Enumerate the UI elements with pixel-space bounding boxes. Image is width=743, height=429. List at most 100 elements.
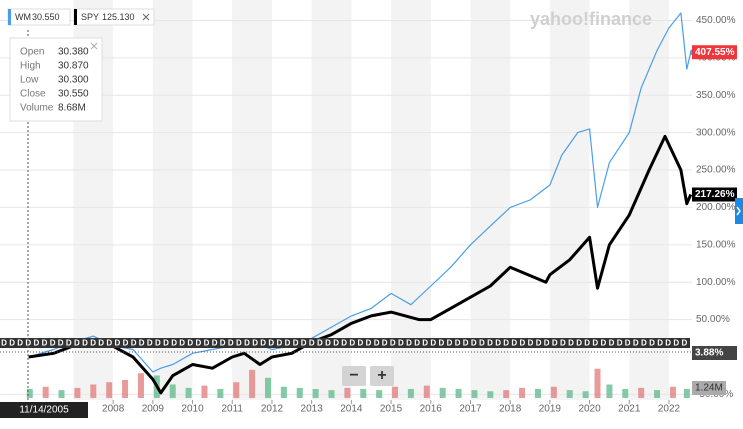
y-tick-label: 100.00% <box>696 277 736 288</box>
side-handle[interactable] <box>735 198 743 224</box>
volume-bar <box>328 390 335 398</box>
x-tick-label: 2021 <box>618 404 641 415</box>
volume-bar <box>312 389 319 398</box>
legend-close[interactable] <box>142 13 150 21</box>
dividend-marker: D <box>204 339 210 348</box>
dividend-marker: D <box>682 339 688 348</box>
volume-bar <box>106 382 113 398</box>
dividend-marker: D <box>220 339 226 348</box>
dividend-marker: D <box>601 339 607 348</box>
volume-bar <box>503 390 510 398</box>
x-tick-label: 2015 <box>380 404 403 415</box>
legend-price: 125.130 <box>102 12 135 22</box>
volume-bar <box>487 391 494 398</box>
tooltip-box <box>9 37 103 122</box>
y-tick-label: 200.00% <box>696 202 736 213</box>
dividend-marker: D <box>657 339 663 348</box>
dividend-marker: D <box>366 339 372 348</box>
dividend-marker: D <box>430 339 436 348</box>
zoom-button[interactable] <box>342 366 366 386</box>
year-band <box>549 0 590 400</box>
dividend-marker: D <box>511 339 517 348</box>
dividend-marker: D <box>171 339 177 348</box>
volume-bar <box>376 390 383 398</box>
dividend-marker: D <box>82 339 88 348</box>
volume-bar <box>122 380 129 398</box>
volume-bar <box>423 385 430 398</box>
dividend-marker: D <box>649 339 655 348</box>
indicator-tag <box>692 346 737 360</box>
dividend-marker: D <box>520 339 526 348</box>
volume-bar <box>439 387 446 398</box>
dividend-marker: D <box>1 339 7 348</box>
dividend-marker: D <box>544 339 550 348</box>
dividend-marker: D <box>439 339 445 348</box>
dividend-marker: D <box>301 339 307 348</box>
series-line <box>28 134 693 395</box>
price-tag-label: 217.26% <box>695 189 735 200</box>
zoom-button[interactable] <box>370 366 394 386</box>
x-tick-label: 2020 <box>578 404 601 415</box>
dividend-marker: D <box>584 339 590 348</box>
dividend-marker: D <box>528 339 534 348</box>
dividend-marker: D <box>244 339 250 348</box>
dividend-marker: D <box>374 339 380 348</box>
dividend-marker: D <box>123 339 129 348</box>
x-tick-label: 2016 <box>420 404 443 415</box>
price-tag-label: 407.55% <box>695 47 735 58</box>
volume-bar <box>392 386 399 398</box>
volume-bar <box>74 387 81 398</box>
zoom-button-label[interactable]: − <box>349 367 358 384</box>
volume-bar <box>654 390 661 398</box>
dividend-marker: D <box>333 339 339 348</box>
x-tick-label: 2022 <box>658 404 681 415</box>
dividend-marker: D <box>673 339 679 348</box>
dividend-marker: D <box>447 339 453 348</box>
volume-bar <box>217 389 224 398</box>
dividend-marker: D <box>66 339 72 348</box>
dividend-marker: D <box>74 339 80 348</box>
overlay: -50.00%50.00%100.00%150.00%200.00%250.00… <box>0 8 743 418</box>
legend-swatch <box>74 9 77 25</box>
tooltip-value: 30.380 <box>58 47 89 58</box>
indicator-label: 3.88% <box>695 348 723 359</box>
dividend-marker: D <box>422 339 428 348</box>
dividend-marker: D <box>115 339 121 348</box>
year-band <box>470 0 511 400</box>
dividend-marker: D <box>414 339 420 348</box>
y-tick-label: 450.00% <box>696 15 736 26</box>
volume-bar <box>201 385 208 398</box>
tooltip-close[interactable] <box>90 42 98 50</box>
dividend-marker: D <box>503 339 509 348</box>
volume-bar <box>249 369 256 398</box>
legend-price: 30.550 <box>32 12 60 22</box>
dividend-marker: D <box>463 339 469 348</box>
x-tick-label: 2011 <box>221 404 243 415</box>
volume-bar <box>519 387 526 398</box>
dividend-marker: D <box>163 339 169 348</box>
volume-bar <box>622 389 629 398</box>
dividend-marker: D <box>131 339 137 348</box>
volume-unit-label: 1.24M <box>695 383 723 394</box>
dividend-marker: D <box>471 339 477 348</box>
dividend-marker: D <box>633 339 639 348</box>
dividend-marker: D <box>90 339 96 348</box>
tooltip-label: Close <box>20 89 46 100</box>
dividend-marker: D <box>495 339 501 348</box>
x-tick-label: 2013 <box>301 404 324 415</box>
dividend-marker: D <box>382 339 388 348</box>
legend-swatch <box>8 9 11 25</box>
dividend-marker: D <box>609 339 615 348</box>
y-tick-label: 150.00% <box>696 239 736 250</box>
tooltip-value: 30.550 <box>58 89 89 100</box>
year-band <box>152 0 193 400</box>
volume-tag <box>692 381 726 395</box>
zoom-button-label[interactable]: + <box>377 367 386 384</box>
volume-bar <box>344 387 351 398</box>
watermark: yahoo!finance <box>530 9 652 29</box>
volume-bar <box>42 386 49 398</box>
x-tick-label: 2010 <box>181 404 204 415</box>
dividend-marker: D <box>625 339 631 348</box>
dividend-marker: D <box>139 339 145 348</box>
